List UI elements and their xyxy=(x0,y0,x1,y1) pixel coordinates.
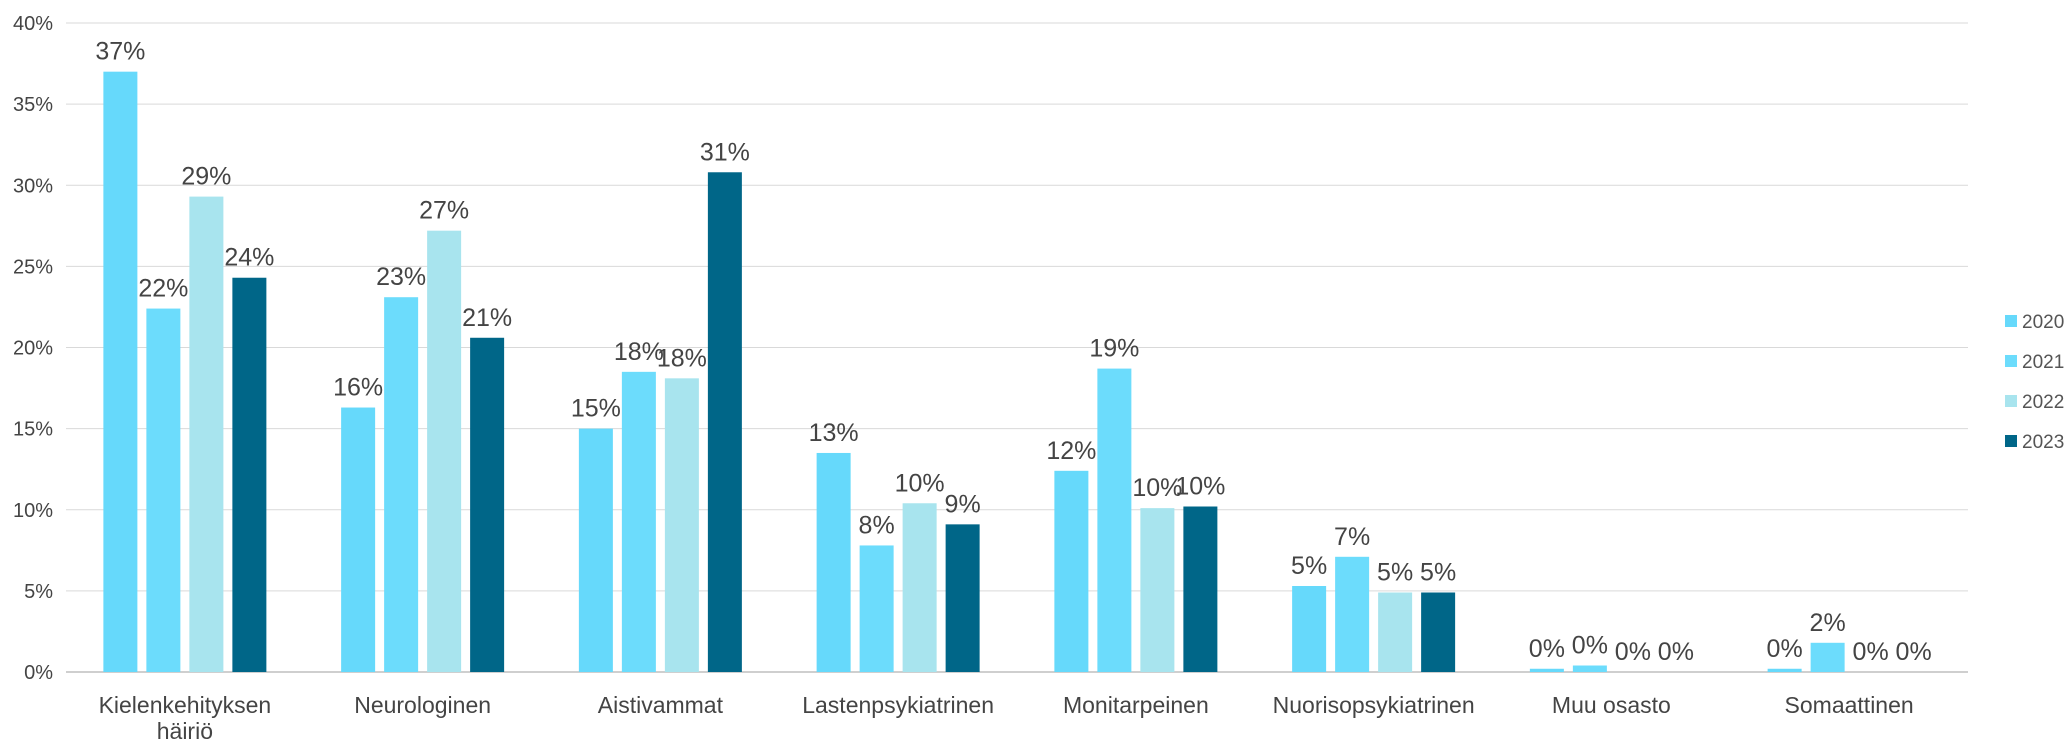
bar-2023 xyxy=(232,277,267,672)
data-label: 5% xyxy=(1377,558,1413,586)
data-label: 24% xyxy=(224,244,274,272)
bar-2020 xyxy=(1767,668,1802,672)
data-label: 15% xyxy=(571,395,621,423)
bar-2022 xyxy=(1140,508,1175,672)
legend-swatch-2020 xyxy=(2005,315,2017,327)
gridlines xyxy=(66,22,1968,673)
bars xyxy=(103,71,1845,673)
data-label: 10% xyxy=(895,469,945,497)
data-label: 2% xyxy=(1810,609,1846,637)
data-label: 31% xyxy=(700,138,750,166)
legend: 2020 2021 2022 2023 xyxy=(2005,312,2064,453)
bar-2021 xyxy=(859,545,894,672)
data-label: 21% xyxy=(462,304,512,332)
y-axis-tick-labels: 0% 5% 10% 15% 20% 25% 30% 35% 40% xyxy=(13,13,53,684)
x-tick-label: Somaattinen xyxy=(1785,692,1914,718)
y-tick-label: 15% xyxy=(13,419,53,441)
y-tick-label: 20% xyxy=(13,338,53,360)
legend-swatch-2022 xyxy=(2005,395,2017,407)
legend-swatch-2021 xyxy=(2005,355,2017,367)
x-tick-label: Neurologinen xyxy=(354,692,491,718)
data-label: 29% xyxy=(181,163,231,191)
data-label: 19% xyxy=(1089,335,1139,363)
data-label: 0% xyxy=(1896,638,1932,666)
data-label: 0% xyxy=(1615,638,1651,666)
y-tick-label: 30% xyxy=(13,175,53,197)
data-label: 13% xyxy=(809,419,859,447)
legend-label: 2023 xyxy=(2022,432,2064,453)
x-tick-label: Aistivammat xyxy=(598,692,724,718)
bar-2023 xyxy=(1183,506,1218,672)
bar-2021 xyxy=(1097,368,1132,672)
bar-2021 xyxy=(1335,556,1370,672)
y-tick-label: 10% xyxy=(13,500,53,522)
legend-swatch-2023 xyxy=(2005,435,2017,447)
data-label: 18% xyxy=(614,338,664,366)
data-label: 5% xyxy=(1291,552,1327,580)
data-label: 0% xyxy=(1767,635,1803,663)
data-label: 0% xyxy=(1658,638,1694,666)
bar-2020 xyxy=(341,407,376,672)
data-label: 0% xyxy=(1853,638,1889,666)
data-label: 27% xyxy=(419,197,469,225)
x-tick-label: Monitarpeinen xyxy=(1063,692,1209,718)
data-label: 10% xyxy=(1175,473,1225,501)
data-label: 12% xyxy=(1046,437,1096,465)
bar-2020 xyxy=(103,71,138,673)
bar-2022 xyxy=(427,230,462,672)
data-label: 37% xyxy=(95,38,145,66)
data-label: 9% xyxy=(945,490,981,518)
bar-2023 xyxy=(470,337,505,672)
data-label: 5% xyxy=(1420,558,1456,586)
bar-2020 xyxy=(1292,586,1327,672)
y-tick-label: 35% xyxy=(13,94,53,116)
bar-2022 xyxy=(189,196,224,673)
bar-2022 xyxy=(902,503,937,672)
data-label: 23% xyxy=(376,263,426,291)
data-label: 8% xyxy=(859,511,895,539)
data-label: 18% xyxy=(657,344,707,372)
data-label: 7% xyxy=(1334,523,1370,551)
data-label: 16% xyxy=(333,374,383,402)
x-tick-label: häiriö xyxy=(157,718,213,744)
data-labels: 37% 22% 29% 24% 16% 23% 27% 21% 15% 18%18% 31% 13% 8… xyxy=(95,38,1931,666)
data-label: 10% xyxy=(1132,474,1182,502)
x-tick-label: Lastenpsykiatrinen xyxy=(802,692,994,718)
bar-2020 xyxy=(1529,668,1564,672)
bar-2021 xyxy=(1810,642,1845,672)
bar-2023 xyxy=(1421,592,1456,672)
y-tick-label: 0% xyxy=(24,662,53,684)
data-label: 0% xyxy=(1529,635,1565,663)
legend-label: 2021 xyxy=(2022,352,2064,373)
x-tick-label: Muu osasto xyxy=(1552,692,1671,718)
data-label: 0% xyxy=(1572,632,1608,660)
bar-2021 xyxy=(1572,665,1607,672)
y-tick-label: 25% xyxy=(13,256,53,278)
bar-2020 xyxy=(1054,470,1089,672)
y-tick-label: 40% xyxy=(13,13,53,35)
bar-2022 xyxy=(1378,592,1413,672)
bar-2023 xyxy=(707,172,742,672)
data-label: 22% xyxy=(138,275,188,303)
bar-2020 xyxy=(816,452,851,672)
bar-2023 xyxy=(945,524,980,672)
legend-label: 2022 xyxy=(2022,392,2064,413)
bar-2022 xyxy=(664,378,699,672)
bar-2021 xyxy=(146,308,181,672)
y-tick-label: 5% xyxy=(24,581,53,603)
x-tick-label: Kielenkehityksen xyxy=(99,692,272,718)
legend-label: 2020 xyxy=(2022,312,2064,333)
bar-2021 xyxy=(621,371,656,672)
bar-2020 xyxy=(578,428,613,672)
x-tick-label: Nuorisopsykiatrinen xyxy=(1273,692,1475,718)
bar-2021 xyxy=(384,297,419,672)
